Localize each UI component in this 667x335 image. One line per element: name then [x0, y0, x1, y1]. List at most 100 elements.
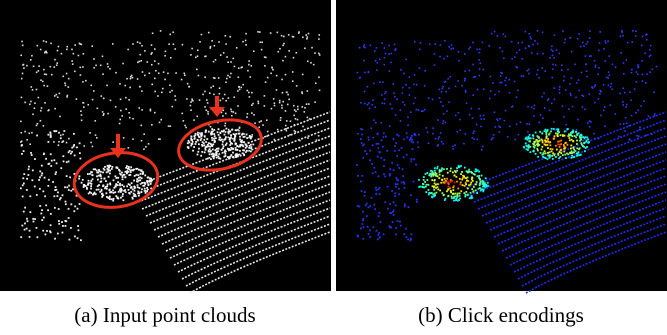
point [119, 189, 121, 191]
point [225, 144, 227, 146]
point [605, 40, 607, 42]
point [483, 188, 485, 190]
point [465, 183, 467, 185]
point [296, 85, 298, 87]
point [405, 228, 407, 230]
point [455, 193, 457, 195]
point [369, 229, 371, 231]
point [532, 135, 534, 137]
point [319, 54, 321, 56]
point [375, 60, 377, 62]
point [469, 114, 471, 116]
point [555, 145, 557, 147]
point [393, 201, 395, 203]
point [197, 139, 199, 141]
point [26, 139, 28, 141]
point [466, 180, 468, 182]
point [243, 136, 245, 138]
point [211, 132, 213, 134]
point [456, 181, 458, 183]
point [624, 92, 626, 94]
point [570, 95, 572, 97]
point [418, 186, 420, 188]
point [636, 71, 638, 73]
point [208, 145, 210, 147]
point [314, 101, 316, 103]
point [481, 149, 483, 151]
point [109, 195, 111, 197]
point [364, 191, 366, 193]
point [621, 32, 623, 34]
point [555, 64, 557, 66]
point [366, 215, 368, 217]
point [56, 94, 58, 96]
point [73, 210, 75, 212]
point [623, 123, 625, 125]
point [431, 196, 433, 198]
point [40, 49, 42, 51]
point [429, 43, 431, 45]
point [307, 90, 309, 92]
point [469, 197, 471, 199]
point [527, 131, 529, 133]
point [429, 173, 431, 175]
point [219, 136, 221, 138]
point [87, 184, 89, 186]
point [585, 63, 587, 65]
point [365, 204, 367, 206]
point [264, 105, 266, 107]
point [20, 236, 22, 238]
point [309, 118, 311, 120]
point [245, 40, 247, 42]
point [54, 207, 56, 209]
point [395, 114, 397, 116]
point [282, 92, 284, 94]
point [285, 128, 287, 130]
point [109, 189, 111, 191]
point [281, 79, 283, 81]
point [385, 91, 387, 93]
point [618, 136, 620, 138]
point [381, 42, 383, 44]
point [128, 189, 130, 191]
point [102, 171, 104, 173]
point [122, 195, 124, 197]
point [207, 102, 209, 104]
point [414, 74, 416, 76]
point [197, 154, 199, 156]
point [261, 42, 263, 44]
point [477, 169, 479, 171]
point [128, 174, 130, 176]
point [204, 151, 206, 153]
point [306, 38, 308, 40]
point [164, 55, 166, 57]
point [44, 102, 46, 104]
point [222, 144, 224, 146]
point [318, 76, 320, 78]
point [368, 233, 370, 235]
point [34, 102, 36, 104]
point [475, 183, 477, 185]
point [368, 206, 370, 208]
point [223, 52, 225, 54]
point [302, 74, 304, 76]
point [447, 172, 449, 174]
point [540, 152, 542, 154]
point [566, 130, 568, 132]
point [238, 77, 240, 79]
point [377, 133, 379, 135]
point [197, 132, 199, 134]
point [644, 53, 646, 55]
point [213, 153, 215, 155]
point [403, 157, 405, 159]
point [60, 137, 62, 139]
point [195, 143, 197, 145]
point [242, 149, 244, 151]
point [120, 188, 122, 190]
point [21, 225, 23, 227]
point [431, 192, 433, 194]
point [600, 115, 602, 117]
point [458, 51, 460, 53]
point [547, 139, 549, 141]
point [241, 66, 243, 68]
